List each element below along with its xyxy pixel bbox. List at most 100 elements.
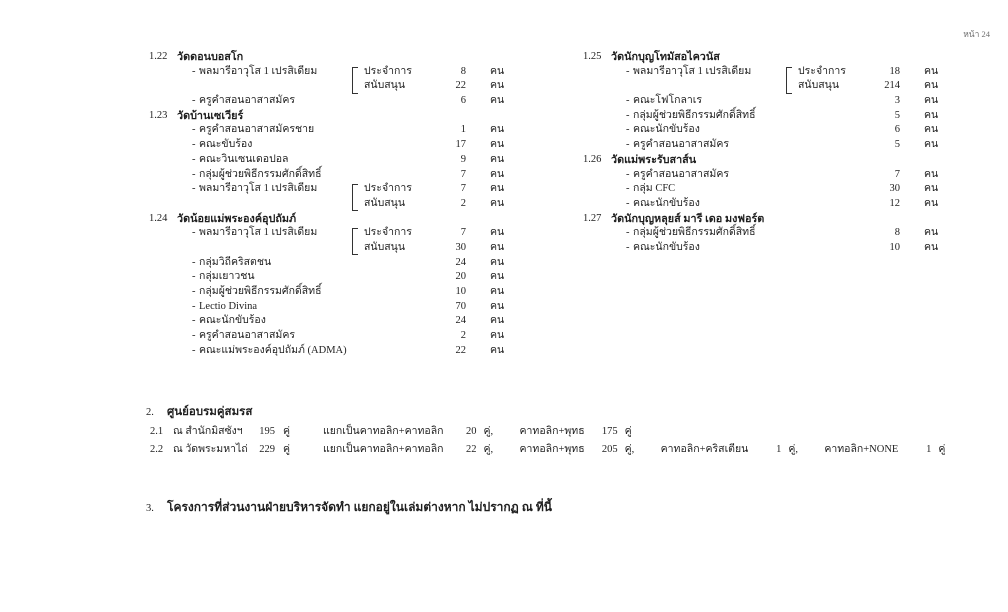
breakdown-count: 175 [601, 426, 618, 437]
breakdown-unit: คู่, [788, 444, 798, 456]
sub-item-unit: คน [490, 80, 505, 92]
item-dash: - [192, 344, 196, 356]
breakdown-label: คาทอลิก+คริสเตียน [660, 444, 749, 456]
church-number: 1.24 [149, 212, 168, 224]
item-label: คณะนักขับร้อง [633, 197, 700, 209]
sub-item-label: สนับสนุน [798, 80, 840, 92]
page-number: หน้า 24 [963, 29, 990, 39]
item-label: Lectio Divina [199, 300, 258, 312]
marriage-center-row: 2.2 ณ วัดพระมหาไถ่ 229 คู่ แยกเป็นคาทอลิก+คา… [0, 441, 960, 459]
sub-item-count: 18 [889, 65, 901, 77]
church-header-row: 1.22 วัดดอนบอสโก [149, 50, 515, 65]
item-label: ครูคำสอนอาสาสมัคร [633, 168, 729, 180]
item-dash: - [192, 95, 196, 107]
item-count: 6 [460, 95, 466, 107]
item-label: กลุ่มเยาวชน [199, 271, 255, 283]
item-unit: คน [490, 256, 505, 268]
item-dash: - [192, 300, 196, 312]
item-unit: คน [924, 95, 939, 107]
breakdown-unit: คู่, [483, 426, 494, 437]
item-label: กลุ่มผู้ช่วยพิธีกรรมศักดิ์สิทธิ์ [199, 286, 322, 298]
item-row: - Lectio Divina 70 คน [149, 300, 515, 315]
church-number: 1.25 [583, 51, 602, 62]
sub-item-unit: คน [490, 183, 505, 195]
row-place: ณ สำนักมิสซังฯ [173, 426, 243, 437]
item-unit: คน [924, 241, 939, 253]
item-dash: - [192, 315, 196, 327]
bracket-glyph [352, 66, 358, 94]
row-total: 195 [259, 426, 275, 437]
item-row: - คณะนักขับร้อง 6 คน [583, 123, 949, 138]
item-dash: - [192, 124, 196, 136]
item-unit: คน [924, 227, 939, 239]
item-count: 5 [894, 109, 900, 121]
item-label: กลุ่มผู้ช่วยพิธีกรรมศักดิ์สิทธิ์ [199, 168, 322, 180]
item-unit: คน [490, 286, 505, 298]
item-label: คณะนักขับร้อง [633, 241, 700, 253]
sub-item-label: สนับสนุน [364, 197, 406, 209]
item-count: 17 [455, 139, 467, 151]
breakdown-count: 205 [601, 444, 618, 456]
item-unit: คน [490, 168, 505, 180]
item-label: กลุ่มวิถีคริสตชน [199, 256, 272, 268]
church-number: 1.22 [149, 51, 168, 62]
item-label: พลมารีอาวุโส 1 เปรสิเดียม [199, 227, 318, 239]
section3-title: โครงการที่ส่วนงานฝ่ายบริหารจัดทำ แยกอยู่… [167, 500, 552, 514]
item-unit: คน [924, 183, 939, 195]
item-unit: คน [490, 344, 505, 356]
item-row: - คณะนักขับร้อง 10 คน [583, 241, 949, 256]
row-number: 2.2 [150, 444, 164, 456]
item-label: คณะนักขับร้อง [633, 124, 700, 136]
item-dash: - [192, 139, 196, 151]
note-section: 3. โครงการที่ส่วนงานฝ่ายบริหารจัดทำ แยกอย… [0, 499, 552, 517]
item-unit: คน [490, 124, 505, 136]
church-header-row: 1.24 วัดน้อยแม่พระองค์อุปถัมภ์ [149, 212, 515, 227]
sub-item-label: ประจำการ [798, 65, 846, 77]
item-count: 7 [460, 168, 466, 180]
item-count: 70 [455, 300, 467, 312]
item-label: ครูคำสอนอาสาสมัครชาย [199, 124, 315, 136]
sub-item-count: 30 [455, 241, 467, 253]
sub-item-count: 214 [884, 80, 900, 92]
item-row: - คณะนักขับร้อง 24 คน [149, 314, 515, 329]
item-label: คณะแม่พระองค์อุปถัมภ์ (ADMA) [199, 344, 347, 356]
item-label: ครูคำสอนอาสาสมัคร [199, 330, 295, 342]
item-with-subcounts: - พลมารีอาวุโส 1 เปรสิเดียม ประจำการ 8 คน สนั… [149, 65, 515, 94]
item-with-subcounts: - พลมารีอาวุโส 1 เปรสิเดียม ประจำการ 18 คน สน… [583, 65, 949, 94]
item-unit: คน [924, 197, 939, 209]
sub-item-unit: คน [490, 65, 505, 77]
item-row: - กลุ่มผู้ช่วยพิธีกรรมศักดิ์สิทธิ์ 8 คน [583, 226, 949, 241]
bracket-glyph [352, 184, 358, 212]
sub-item-unit: คน [490, 227, 505, 239]
church-number: 1.23 [149, 109, 168, 121]
sub-item-unit: คน [490, 197, 505, 209]
sub-item-count: 2 [460, 197, 466, 209]
item-count: 10 [455, 286, 467, 298]
item-count: 9 [460, 153, 466, 165]
item-row: - ครูคำสอนอาสาสมัคร 7 คน [583, 168, 949, 183]
breakdown-unit: คู่, [483, 444, 494, 456]
item-dash: - [192, 227, 196, 239]
item-label: กลุ่มผู้ช่วยพิธีกรรมศักดิ์สิทธิ์ [633, 109, 756, 121]
item-label: คณะโฟโกลาเร [633, 95, 703, 107]
item-label: คณะขับร้อง [199, 139, 253, 151]
item-row: - กลุ่มวิถีคริสตชน 24 คน [149, 256, 515, 271]
bracket-glyph [786, 66, 792, 94]
item-row: - ครูคำสอนอาสาสมัคร 2 คน [149, 329, 515, 344]
breakdown-label: คาทอลิก+พุทธ [519, 444, 585, 456]
item-unit: คน [490, 315, 505, 327]
row-unit: คู่ [283, 426, 291, 437]
parish-list-right-column: 1.25 วัดนักบุญโทมัสอไควนัส - พลมารีอาวุโส 1… [583, 50, 949, 256]
item-dash: - [192, 286, 196, 298]
item-count: 6 [894, 124, 900, 136]
item-dash: - [626, 227, 630, 239]
row-number: 2.1 [150, 426, 164, 437]
item-unit: คน [490, 153, 505, 165]
item-unit: คน [490, 300, 505, 312]
sub-item-label: สนับสนุน [364, 80, 406, 92]
item-dash: - [192, 183, 196, 195]
breakdown-unit: คู่ [624, 426, 632, 437]
item-count: 30 [889, 183, 901, 195]
church-name: วัดนักบุญหลุยส์ มารี เดอ มงฟอร์ต [611, 212, 765, 225]
item-label: ครูคำสอนอาสาสมัคร [199, 95, 295, 107]
